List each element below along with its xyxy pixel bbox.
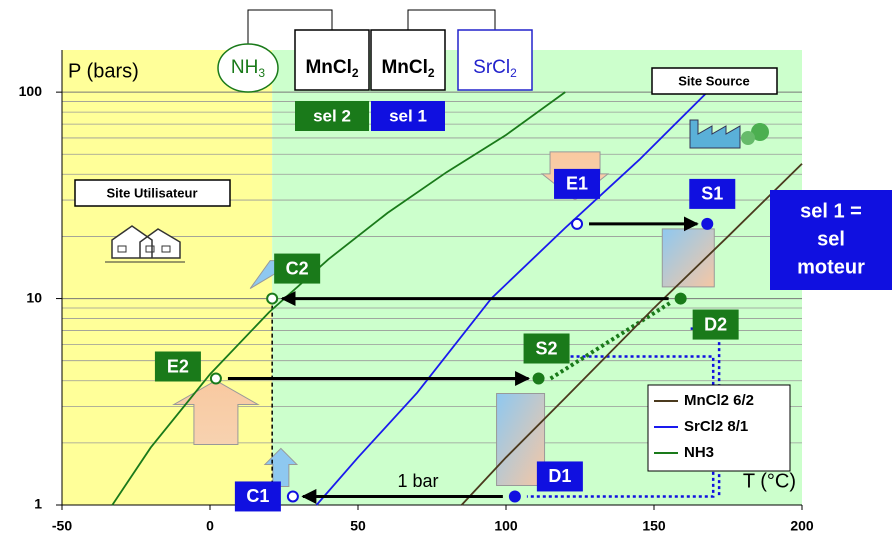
- reactor-label: SrCl2: [473, 57, 517, 80]
- reactor-label: NH3: [231, 57, 265, 80]
- engine-salt-label: moteur: [797, 256, 865, 278]
- reactor-shape: [457, 29, 533, 91]
- site-box: [651, 67, 778, 95]
- salt-label: sel 2: [313, 106, 351, 125]
- x-tick-label: 50: [350, 518, 366, 534]
- tree-icon: [751, 123, 769, 141]
- reactor-base: NH: [231, 57, 258, 78]
- state-point: [571, 217, 584, 230]
- pipe: [247, 9, 496, 50]
- state-point: [266, 292, 279, 305]
- y-axis-label: P (bars): [68, 60, 139, 82]
- reactor-base: MnCl: [305, 57, 351, 78]
- x-tick-label: 200: [790, 518, 814, 534]
- point-label-box: [523, 333, 570, 364]
- y-tick-label: 10: [26, 289, 42, 305]
- x-tick-label: 150: [642, 518, 666, 534]
- site-label: Site Utilisateur: [106, 185, 197, 200]
- salt-label: sel 1: [389, 106, 427, 125]
- point-label: E2: [167, 356, 189, 376]
- engine-salt-label: sel 1 =: [800, 200, 862, 222]
- reactor-sub: 2: [428, 66, 435, 80]
- reactor-sub: 3: [258, 66, 265, 80]
- site-box: [74, 179, 231, 207]
- point-label-box: [692, 309, 739, 340]
- house-icon: [111, 225, 181, 259]
- house-icon-detail: [105, 245, 185, 263]
- point-label-box: [154, 351, 201, 382]
- reactor-sub: 2: [510, 66, 517, 80]
- point-label: D2: [704, 314, 727, 334]
- state-point: [532, 372, 545, 385]
- point-label: S2: [536, 338, 558, 358]
- heat-arrow: [172, 379, 260, 446]
- x-tick-label: -50: [52, 518, 72, 534]
- curve: [111, 91, 566, 506]
- reactor-shape: [294, 29, 370, 91]
- point-label-box: [554, 168, 601, 199]
- reactor-shape: [217, 43, 279, 93]
- state-point: [701, 217, 714, 230]
- site-label: Site Source: [678, 73, 750, 88]
- engine-salt-box: [770, 190, 892, 290]
- point-label: S1: [701, 184, 723, 204]
- reactor-base: SrCl: [473, 57, 510, 78]
- point-label: D1: [548, 466, 571, 486]
- point-label: C1: [246, 486, 269, 506]
- reactor-base: MnCl: [381, 57, 427, 78]
- state-point: [674, 292, 687, 305]
- factory-icon: [689, 119, 741, 149]
- legend-label: MnCl2 6/2: [684, 392, 754, 409]
- heat-block: [496, 393, 546, 487]
- salt-box: [371, 101, 445, 131]
- point-label-box: [536, 461, 583, 492]
- y-tick-label: 100: [19, 83, 43, 99]
- legend-label: SrCl2 8/1: [684, 418, 748, 435]
- state-point: [286, 490, 299, 503]
- curve: [460, 163, 803, 506]
- point-label: C2: [286, 258, 309, 278]
- user-zone: [62, 50, 273, 505]
- point-label-box: [234, 481, 281, 512]
- reactor-label: MnCl2: [381, 57, 434, 80]
- reactor-label: MnCl2: [305, 57, 358, 80]
- y-tick-label: 1: [34, 496, 42, 512]
- legend-label: NH3: [684, 444, 714, 461]
- engine-salt-label: sel: [817, 228, 845, 250]
- x-tick-label: 0: [206, 518, 214, 534]
- x-tick-label: 100: [494, 518, 518, 534]
- state-point: [209, 372, 222, 385]
- point-label-box: [274, 253, 321, 284]
- x-axis-label: T (°C): [743, 470, 796, 492]
- state-point: [508, 490, 521, 503]
- salt-box: [295, 101, 369, 131]
- tree-icon: [741, 131, 755, 145]
- reactor-shape: [370, 29, 446, 91]
- point-label: E1: [566, 174, 588, 194]
- reactor-sub: 2: [352, 66, 359, 80]
- pressure-note: 1 bar: [397, 471, 438, 491]
- point-label-box: [689, 178, 736, 209]
